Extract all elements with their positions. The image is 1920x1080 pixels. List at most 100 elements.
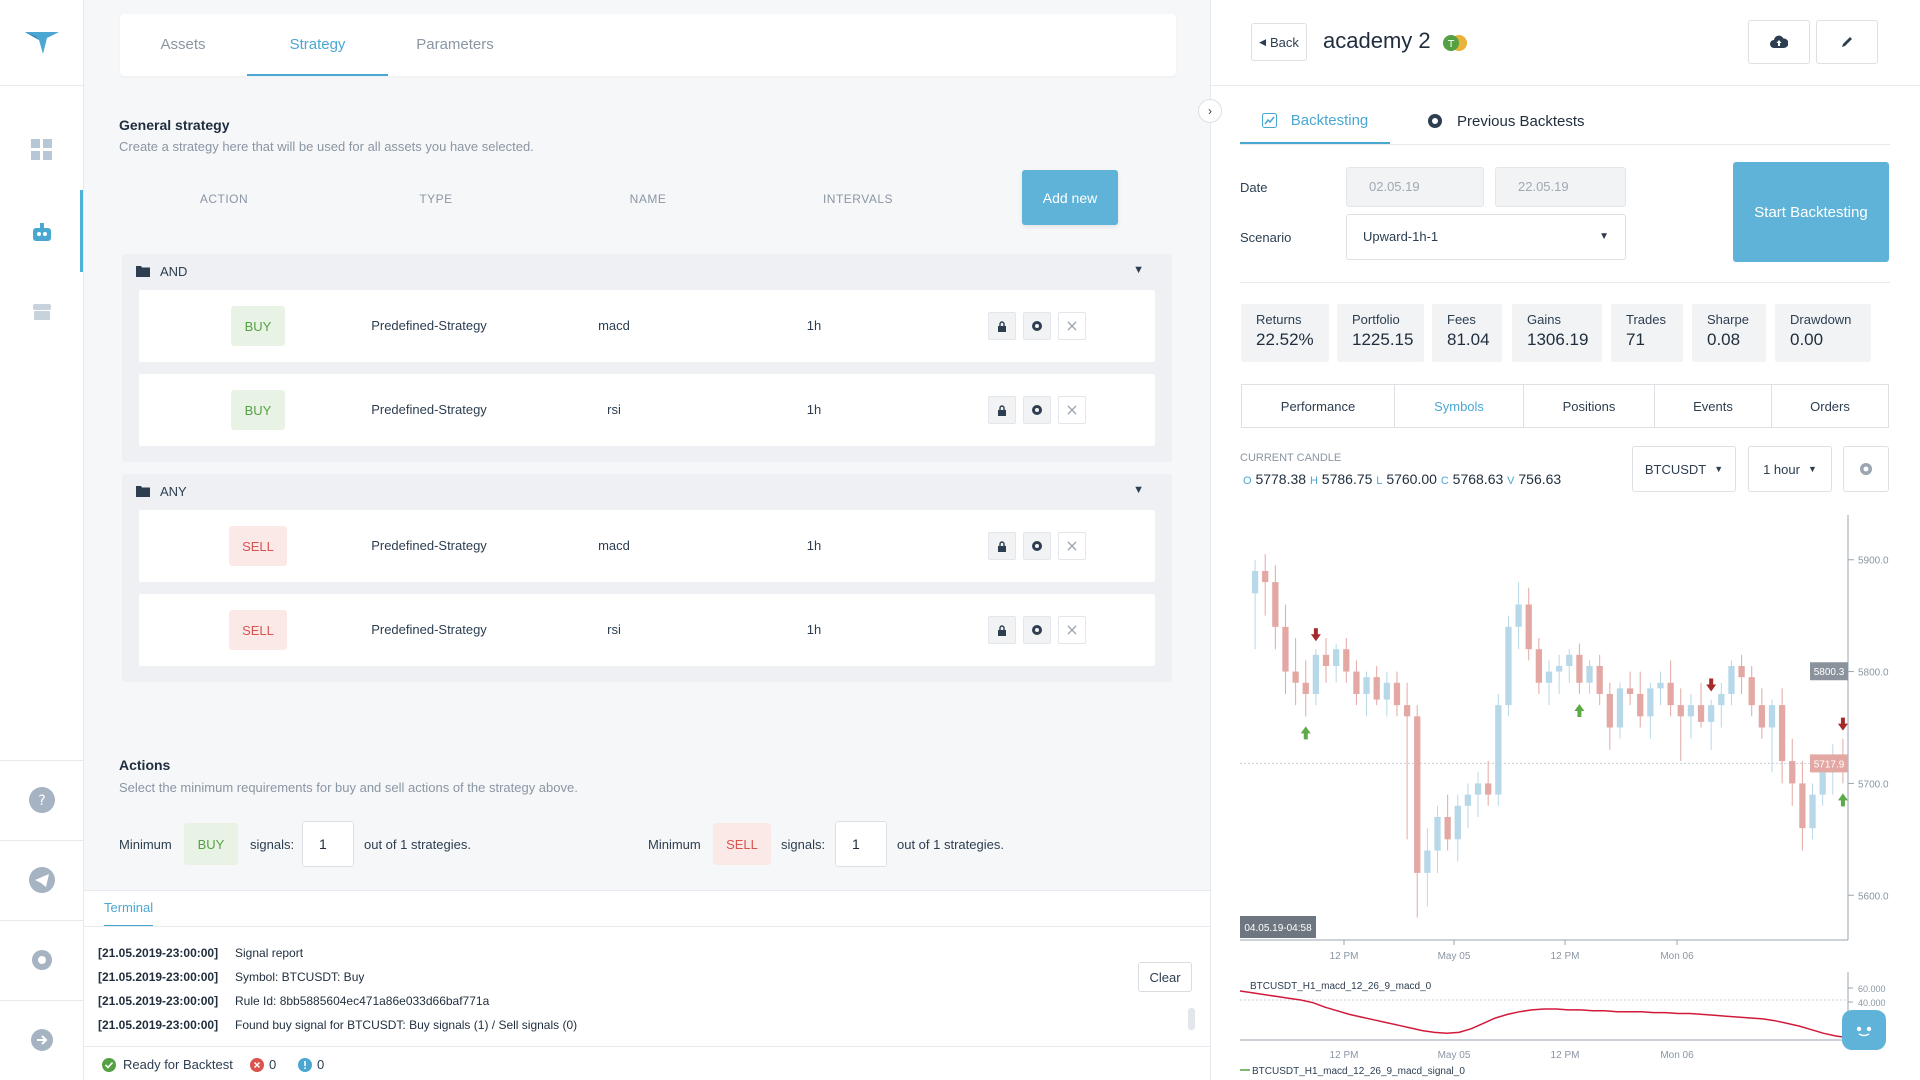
- close-icon: [1067, 321, 1077, 331]
- candle-body: [1474, 783, 1482, 795]
- general-strategy-subtitle: Create a strategy here that will be used…: [119, 139, 534, 154]
- store-icon[interactable]: [0, 292, 84, 332]
- date-from-input[interactable]: 02.05.19: [1346, 167, 1484, 207]
- collapse-caret-icon[interactable]: ▼: [1133, 484, 1144, 496]
- scenario-value: Upward-1h-1: [1363, 229, 1439, 244]
- add-new-button[interactable]: Add new: [1022, 170, 1118, 225]
- tab-strategy[interactable]: Strategy: [247, 14, 388, 76]
- candle-body: [1464, 794, 1472, 806]
- terminal-message: Symbol: BTCUSDT: Buy: [235, 970, 365, 984]
- start-backtesting-button[interactable]: Start Backtesting: [1733, 162, 1889, 262]
- clear-button[interactable]: Clear: [1138, 962, 1192, 992]
- tab-assets[interactable]: Assets: [160, 36, 206, 53]
- tab-orders[interactable]: Orders: [1771, 384, 1889, 428]
- candle-body: [1302, 682, 1309, 694]
- type-cell: Predefined-Strategy: [371, 318, 487, 333]
- group-header[interactable]: AND: [136, 254, 187, 288]
- min-buy-signals-input[interactable]: 1: [302, 821, 354, 867]
- settings-button[interactable]: [1023, 312, 1051, 340]
- logout-icon[interactable]: [0, 1020, 84, 1060]
- edit-button[interactable]: [1816, 20, 1878, 64]
- buy-arrow-marker: [1574, 703, 1585, 717]
- strategy-tabs: Assets Strategy Parameters: [120, 14, 1176, 76]
- terminal-message: Rule Id: 8bb5885604ec471a86e033d66baf771…: [235, 994, 490, 1008]
- candle-volume: 756.63: [1518, 471, 1562, 487]
- scenario-select[interactable]: Upward-1h-1 ▼: [1346, 214, 1626, 260]
- time-label-box: [1240, 916, 1316, 938]
- tab-backtesting[interactable]: Backtesting: [1240, 98, 1390, 144]
- terminal-timestamp: [21.05.2019-23:00:00]: [98, 994, 219, 1008]
- lock-button[interactable]: [988, 532, 1016, 560]
- stat-label: Gains: [1527, 312, 1561, 327]
- help-icon[interactable]: ?: [0, 780, 84, 820]
- lock-button[interactable]: [988, 396, 1016, 424]
- interval-select[interactable]: 1 hour ▼: [1748, 446, 1832, 492]
- candle-body: [1809, 794, 1816, 829]
- stat-fees: Fees 81.04: [1432, 304, 1502, 362]
- sell-badge: SELL: [713, 823, 771, 865]
- cloud-upload-icon: [1770, 35, 1788, 48]
- action-badge: SELL: [229, 610, 287, 650]
- action-badge: BUY: [231, 306, 285, 346]
- lock-button[interactable]: [988, 312, 1016, 340]
- candle-open: 5778.38: [1255, 471, 1307, 487]
- min-sell-signals-input[interactable]: 1: [835, 821, 887, 867]
- y-tick-label: 5600.0: [1858, 891, 1889, 902]
- symbol-select[interactable]: BTCUSDT ▼: [1632, 446, 1736, 492]
- column-type: TYPE: [419, 192, 453, 206]
- price-chart[interactable]: 5900.0 5800.0 5700.0 5600.0 5800.3 5717.9 04.0…: [1240, 510, 1920, 1080]
- collapse-panel-button[interactable]: ›: [1198, 99, 1222, 123]
- terminal-scrollbar[interactable]: [1188, 1008, 1195, 1030]
- caret-left-icon: ◀: [1259, 36, 1266, 47]
- date-to-input[interactable]: 22.05.19: [1495, 167, 1626, 207]
- tab-positions[interactable]: Positions: [1523, 384, 1655, 428]
- candle-body: [1525, 604, 1532, 650]
- tab-symbols[interactable]: Symbols: [1394, 384, 1524, 428]
- warning-count: 0: [317, 1057, 325, 1072]
- stat-trades: Trades 71: [1611, 304, 1683, 362]
- cloud-upload-button[interactable]: [1748, 20, 1810, 64]
- back-button[interactable]: ◀ Back: [1251, 23, 1307, 61]
- settings-button[interactable]: [1023, 532, 1051, 560]
- group-header[interactable]: ANY: [136, 474, 187, 508]
- stat-sharpe: Sharpe 0.08: [1692, 304, 1766, 362]
- chart-settings-button[interactable]: [1843, 446, 1889, 492]
- bot-icon[interactable]: [0, 212, 84, 252]
- settings-button[interactable]: [1023, 616, 1051, 644]
- candle-body: [1251, 570, 1259, 594]
- tab-terminal[interactable]: Terminal: [104, 900, 154, 927]
- tab-parameters[interactable]: Parameters: [416, 36, 494, 53]
- remove-button[interactable]: [1058, 396, 1086, 424]
- check-circle-icon: [102, 1058, 116, 1072]
- buy-arrow-marker: [1300, 726, 1311, 740]
- dashboard-icon[interactable]: [0, 130, 84, 170]
- collapse-caret-icon[interactable]: ▼: [1133, 264, 1144, 276]
- settings-icon[interactable]: [0, 940, 84, 980]
- chat-bot-button[interactable]: [1842, 1010, 1886, 1050]
- remove-button[interactable]: [1058, 616, 1086, 644]
- price-label-box: [1810, 662, 1848, 681]
- settings-button[interactable]: [1023, 396, 1051, 424]
- tab-performance[interactable]: Performance: [1241, 384, 1395, 428]
- remove-button[interactable]: [1058, 312, 1086, 340]
- tab-previous-backtests[interactable]: Previous Backtests: [1427, 98, 1585, 144]
- group-label: AND: [160, 263, 188, 279]
- group-and: AND ▼ BUY Predefined-Strategy macd 1h BU…: [122, 254, 1172, 462]
- strategy-row: SELL Predefined-Strategy macd 1h: [139, 510, 1155, 582]
- stat-value: 22.52%: [1256, 330, 1314, 349]
- stat-value: 0.08: [1707, 330, 1741, 349]
- logo-icon[interactable]: [0, 20, 84, 64]
- stat-label: Returns: [1256, 312, 1302, 327]
- stat-label: Drawdown: [1790, 312, 1852, 327]
- remove-button[interactable]: [1058, 532, 1086, 560]
- candle-body: [1708, 705, 1715, 722]
- candle-body: [1434, 816, 1441, 851]
- lock-button[interactable]: [988, 616, 1016, 644]
- tab-events[interactable]: Events: [1654, 384, 1772, 428]
- error-icon: [250, 1058, 264, 1072]
- name-cell: macd: [598, 538, 630, 553]
- type-cell: Predefined-Strategy: [371, 538, 487, 553]
- telegram-icon[interactable]: [0, 860, 84, 900]
- left-navigation: ?: [0, 0, 84, 1080]
- minimum-label: Minimum: [648, 837, 701, 852]
